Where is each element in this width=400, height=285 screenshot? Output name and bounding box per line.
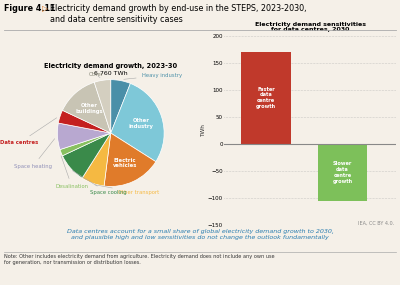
Text: ▷: ▷ xyxy=(42,4,48,13)
Text: Space cooling: Space cooling xyxy=(72,170,126,195)
Wedge shape xyxy=(82,133,111,186)
Text: 6 760 TWh: 6 760 TWh xyxy=(94,71,128,76)
Text: IEA, CC BY 4.0.: IEA, CC BY 4.0. xyxy=(358,221,394,226)
Wedge shape xyxy=(111,80,130,133)
Wedge shape xyxy=(104,133,156,186)
Title: Electricity demand sensitivities
for data centres, 2030: Electricity demand sensitivities for dat… xyxy=(255,22,366,32)
Text: Heavy industry: Heavy industry xyxy=(124,73,182,79)
Text: Other
industry: Other industry xyxy=(129,118,154,129)
Text: Electricity demand growth, 2023-30: Electricity demand growth, 2023-30 xyxy=(44,63,177,69)
Text: Data centres: Data centres xyxy=(0,118,57,145)
Text: Faster
data
centre
growth: Faster data centre growth xyxy=(256,87,276,109)
Text: Other
buildings: Other buildings xyxy=(75,103,103,114)
Wedge shape xyxy=(62,133,111,178)
Text: Space heating: Space heating xyxy=(14,139,55,169)
Text: Data centres account for a small share of global electricity demand growth to 20: Data centres account for a small share o… xyxy=(66,229,334,240)
Bar xyxy=(318,144,367,201)
Wedge shape xyxy=(60,133,111,156)
Wedge shape xyxy=(94,80,111,133)
Wedge shape xyxy=(58,110,111,133)
Text: Slower
data
centre
growth: Slower data centre growth xyxy=(332,161,353,184)
Bar xyxy=(242,52,291,144)
Text: Desalination: Desalination xyxy=(55,156,88,189)
Text: Other: Other xyxy=(88,72,103,78)
Wedge shape xyxy=(57,123,111,150)
Text: Electric
vehicles: Electric vehicles xyxy=(113,158,137,168)
Text: Note: Other includes electricity demand from agriculture. Electricity demand doe: Note: Other includes electricity demand … xyxy=(4,254,275,265)
Wedge shape xyxy=(111,84,164,162)
Text: Electricity demand growth by end-use in the STEPS, 2023-2030,: Electricity demand growth by end-use in … xyxy=(50,4,306,13)
Text: and data centre sensitivity cases: and data centre sensitivity cases xyxy=(50,15,183,24)
Wedge shape xyxy=(62,82,111,133)
Text: Other transport: Other transport xyxy=(95,185,159,195)
Text: Figure 4.11: Figure 4.11 xyxy=(4,4,56,13)
Y-axis label: TWh: TWh xyxy=(201,124,206,137)
